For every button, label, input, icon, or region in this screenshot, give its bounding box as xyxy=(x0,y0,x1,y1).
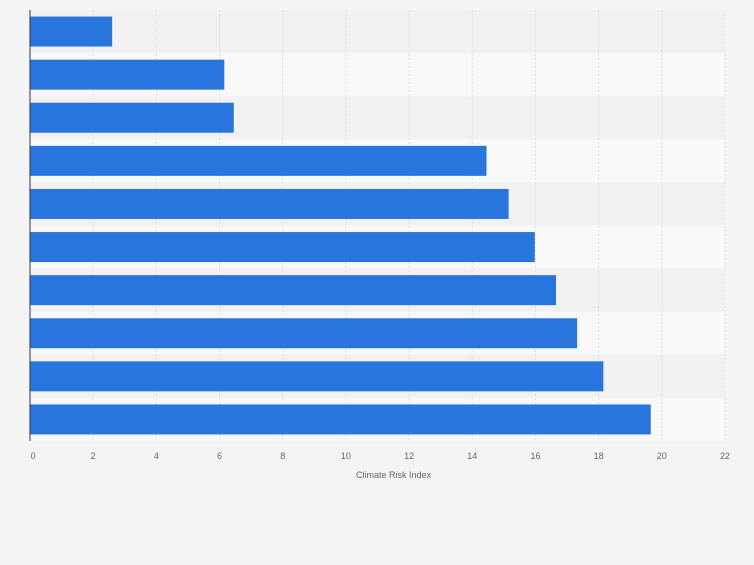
x-tick-label: 16 xyxy=(530,451,540,461)
bar[interactable] xyxy=(30,59,225,90)
x-tick-label: 22 xyxy=(720,451,730,461)
x-tick-label: 12 xyxy=(404,451,414,461)
bar[interactable] xyxy=(30,232,535,263)
bar[interactable] xyxy=(30,404,651,435)
x-tick-label: 18 xyxy=(594,451,604,461)
x-tick-label: 6 xyxy=(217,451,222,461)
x-tick-label: 14 xyxy=(467,451,477,461)
row-band xyxy=(30,10,725,54)
bars xyxy=(30,16,651,435)
x-tick-label: 10 xyxy=(341,451,351,461)
bar[interactable] xyxy=(30,318,578,349)
bar[interactable] xyxy=(30,145,487,176)
x-tick-label: 0 xyxy=(30,451,35,461)
bar[interactable] xyxy=(30,275,556,306)
x-tick-label: 8 xyxy=(280,451,285,461)
x-tick-label: 20 xyxy=(657,451,667,461)
x-tick-labels: 0 2 4 6 8 10 12 14 16 18 20 22 xyxy=(30,451,730,461)
x-tick-label: 4 xyxy=(154,451,159,461)
x-axis-title: Climate Risk Index xyxy=(356,470,432,480)
bar[interactable] xyxy=(30,102,234,133)
bar[interactable] xyxy=(30,16,113,47)
bar[interactable] xyxy=(30,361,604,392)
x-tick-label: 2 xyxy=(91,451,96,461)
bar[interactable] xyxy=(30,188,509,219)
